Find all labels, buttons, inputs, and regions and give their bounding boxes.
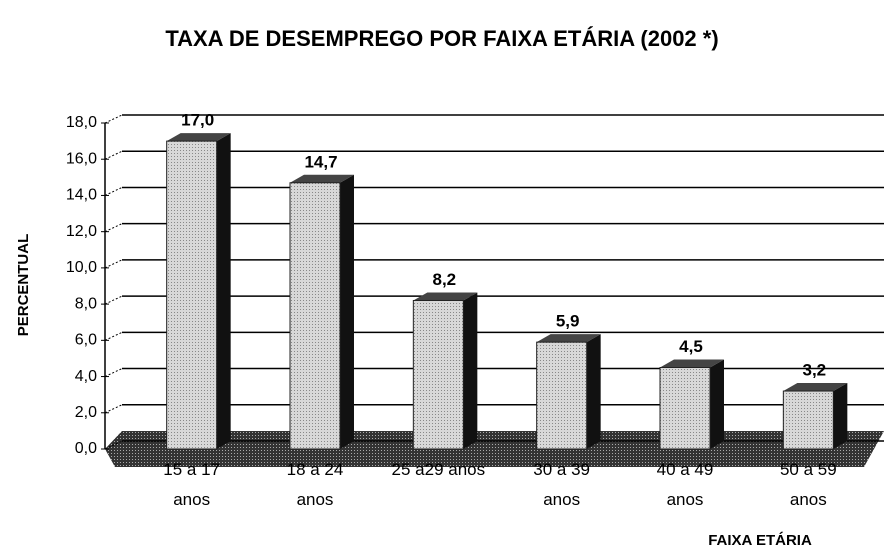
bar [166, 140, 218, 450]
value-label: 4,5 [679, 337, 703, 356]
x-tick-label: 18 a 24 anos [286, 460, 344, 509]
grid-line-depth [104, 404, 123, 414]
x-tick-label: 15 a 17 anos [163, 460, 221, 509]
bar-top [413, 292, 478, 301]
y-tick-label: 6,0 [75, 332, 97, 349]
bar [536, 341, 588, 450]
grid-line-depth [104, 440, 123, 450]
y-axis-label: PERCENTUAL [15, 234, 32, 337]
grid-line-depth [104, 368, 123, 378]
bar-side [710, 359, 724, 449]
y-tick-label: 10,0 [66, 259, 97, 276]
bar-top [536, 334, 601, 343]
x-tick-label: 50 a 59 anos [779, 460, 837, 509]
value-label: 8,2 [433, 270, 457, 289]
x-tick-label: 40 a 49 anos [656, 460, 714, 509]
y-tick-label: 18,0 [66, 114, 97, 131]
bar-side [833, 383, 848, 449]
grid-line-depth [104, 259, 123, 269]
grid-line-depth [104, 223, 123, 233]
grid-line-depth [104, 150, 123, 160]
bar-top [660, 359, 724, 368]
bar [782, 390, 834, 450]
value-label: 5,9 [556, 312, 580, 331]
y-tick-label: 14,0 [66, 187, 97, 204]
value-label: 14,7 [304, 152, 337, 171]
bar-side [586, 334, 601, 449]
grid-line-depth [104, 295, 123, 305]
bar-top [783, 383, 848, 392]
y-tick-label: 4,0 [75, 368, 97, 385]
grid-line-depth [104, 114, 123, 124]
y-tick-label: 0,0 [75, 440, 97, 457]
y-tick-label: 8,0 [75, 295, 97, 312]
y-tick-label: 12,0 [66, 223, 97, 240]
chart-title: TAXA DE DESEMPREGO POR FAIXA ETÁRIA (200… [165, 26, 718, 51]
x-axis-label: FAIXA ETÁRIA [708, 532, 812, 549]
bar [289, 182, 341, 450]
x-tick-label: 30 a 39 anos [533, 460, 591, 509]
value-label: 17,0 [181, 111, 214, 130]
grid-line-depth [104, 186, 123, 196]
bar-top [290, 174, 354, 183]
bar-top [166, 133, 231, 142]
y-tick-label: 2,0 [75, 404, 97, 421]
bar [412, 299, 464, 450]
bar-side [463, 292, 478, 449]
bar-side [216, 133, 231, 449]
y-tick-label: 16,0 [66, 150, 97, 167]
bar [659, 367, 711, 450]
x-tick-label: 25 a29 anos [391, 460, 486, 479]
grid-line-depth [104, 331, 123, 341]
value-label: 3,2 [803, 361, 827, 380]
bar-side [340, 174, 354, 449]
